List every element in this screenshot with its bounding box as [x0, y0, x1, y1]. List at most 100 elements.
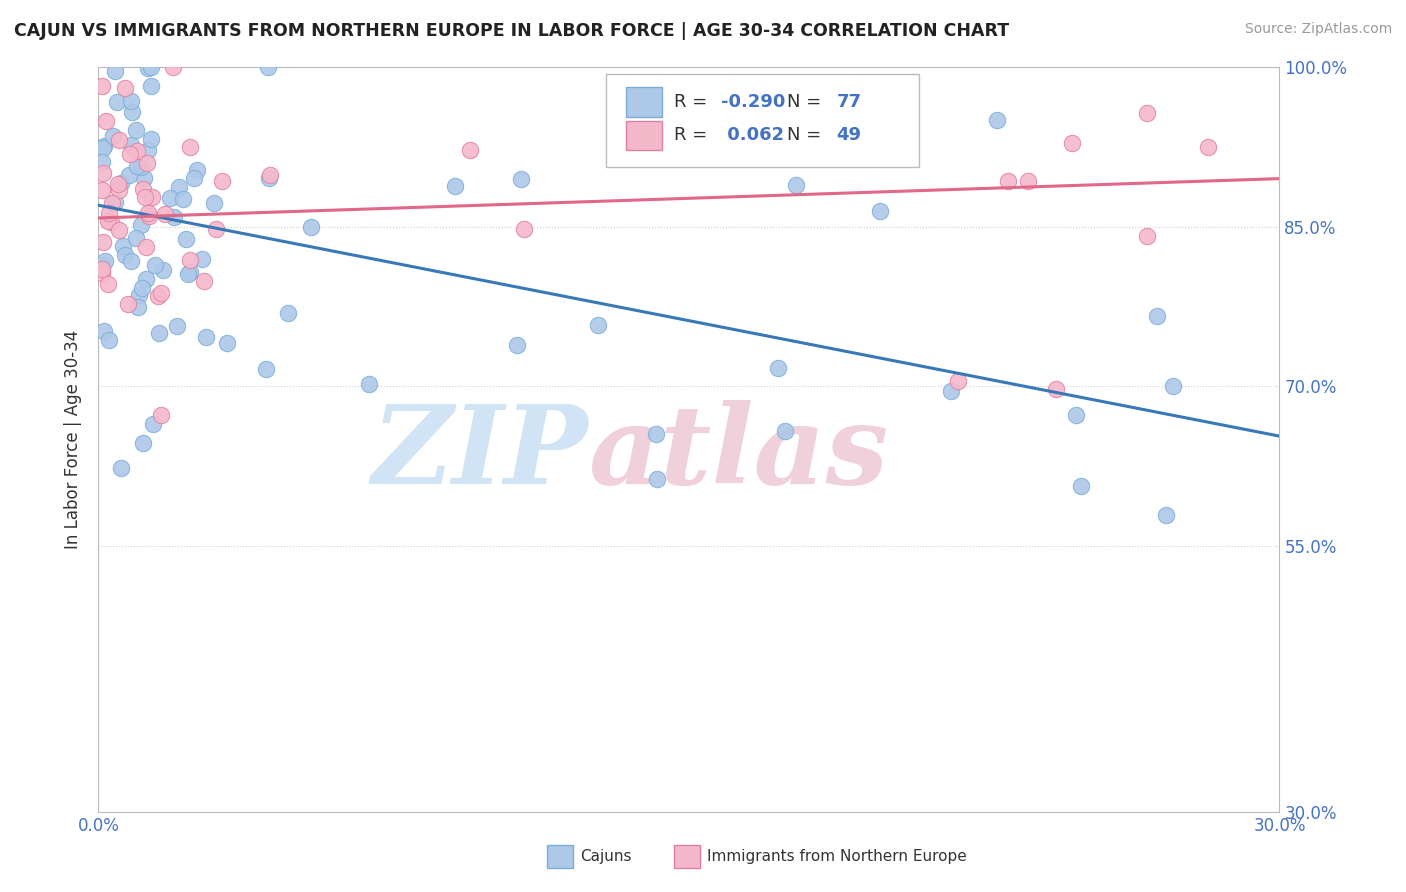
Point — [108, 133, 131, 147]
Point — [505, 338, 527, 352]
Point — [939, 384, 962, 399]
Point — [108, 183, 131, 197]
FancyBboxPatch shape — [606, 74, 920, 168]
Point — [869, 203, 891, 218]
Text: N =: N = — [787, 127, 827, 145]
Point — [166, 319, 188, 334]
Point — [148, 326, 170, 341]
Point — [91, 266, 114, 280]
Point — [91, 79, 114, 94]
Point — [127, 144, 149, 158]
Text: Immigrants from Northern Europe: Immigrants from Northern Europe — [707, 849, 966, 864]
Point — [104, 64, 127, 78]
Point — [136, 156, 159, 170]
Point — [152, 263, 174, 277]
Point — [97, 277, 120, 292]
Point — [114, 248, 136, 262]
Text: 49: 49 — [837, 127, 862, 145]
Text: 0.062: 0.062 — [721, 127, 785, 145]
Point — [125, 123, 148, 137]
Point — [193, 274, 215, 288]
Point — [1136, 106, 1159, 120]
Y-axis label: In Labor Force | Age 30-34: In Labor Force | Age 30-34 — [65, 330, 83, 549]
Point — [766, 361, 789, 376]
Point — [785, 178, 807, 192]
Point — [91, 155, 114, 169]
Point — [97, 214, 120, 228]
FancyBboxPatch shape — [673, 846, 700, 868]
Point — [172, 192, 194, 206]
Point — [125, 231, 148, 245]
Point — [100, 214, 122, 228]
Point — [148, 289, 170, 303]
Text: -0.290: -0.290 — [721, 93, 785, 111]
Point — [202, 196, 225, 211]
FancyBboxPatch shape — [547, 846, 574, 868]
Text: Source: ZipAtlas.com: Source: ZipAtlas.com — [1244, 22, 1392, 37]
Point — [513, 221, 536, 235]
Point — [93, 166, 115, 180]
Point — [121, 105, 143, 120]
Point — [167, 180, 190, 194]
Point — [177, 267, 200, 281]
Point — [149, 286, 172, 301]
Point — [139, 60, 162, 74]
Point — [179, 252, 201, 267]
Point — [217, 336, 239, 351]
Point — [1161, 379, 1184, 393]
Point — [1154, 508, 1177, 522]
Point — [153, 207, 176, 221]
FancyBboxPatch shape — [626, 87, 662, 117]
Point — [254, 361, 277, 376]
Point — [143, 258, 166, 272]
Point — [101, 128, 124, 143]
Point — [645, 426, 668, 441]
Point — [132, 182, 155, 196]
Point — [257, 171, 280, 186]
Point — [357, 377, 380, 392]
Point — [136, 206, 159, 220]
Point — [770, 112, 793, 127]
Point — [948, 375, 970, 389]
Point — [997, 174, 1019, 188]
Point — [159, 191, 181, 205]
Point — [128, 288, 150, 302]
Point — [1045, 383, 1067, 397]
Point — [107, 177, 129, 191]
Point — [186, 163, 208, 178]
FancyBboxPatch shape — [626, 120, 662, 151]
Point — [986, 113, 1008, 128]
Point — [129, 161, 152, 175]
Text: R =: R = — [673, 93, 713, 111]
Text: atlas: atlas — [589, 401, 889, 508]
Point — [259, 168, 281, 182]
Point — [163, 210, 186, 224]
Point — [135, 271, 157, 285]
Point — [136, 61, 159, 75]
Point — [174, 232, 197, 246]
Point — [108, 223, 131, 237]
Text: CAJUN VS IMMIGRANTS FROM NORTHERN EUROPE IN LABOR FORCE | AGE 30-34 CORRELATION : CAJUN VS IMMIGRANTS FROM NORTHERN EUROPE… — [14, 22, 1010, 40]
Point — [150, 408, 173, 422]
Point — [142, 417, 165, 431]
Point — [1136, 228, 1159, 243]
Point — [114, 80, 136, 95]
Text: 77: 77 — [837, 93, 862, 111]
Point — [205, 221, 228, 235]
Text: ZIP: ZIP — [373, 401, 589, 508]
Point — [257, 60, 280, 74]
Point — [1070, 479, 1092, 493]
Point — [135, 240, 157, 254]
Point — [120, 146, 142, 161]
Point — [132, 436, 155, 450]
Text: Cajuns: Cajuns — [581, 849, 631, 864]
Point — [93, 324, 115, 338]
Point — [1062, 136, 1084, 151]
Point — [91, 235, 114, 250]
Text: N =: N = — [787, 93, 827, 111]
Point — [97, 206, 120, 220]
Point — [1064, 408, 1087, 422]
Point — [299, 220, 322, 235]
Point — [97, 333, 120, 347]
Point — [104, 195, 127, 210]
